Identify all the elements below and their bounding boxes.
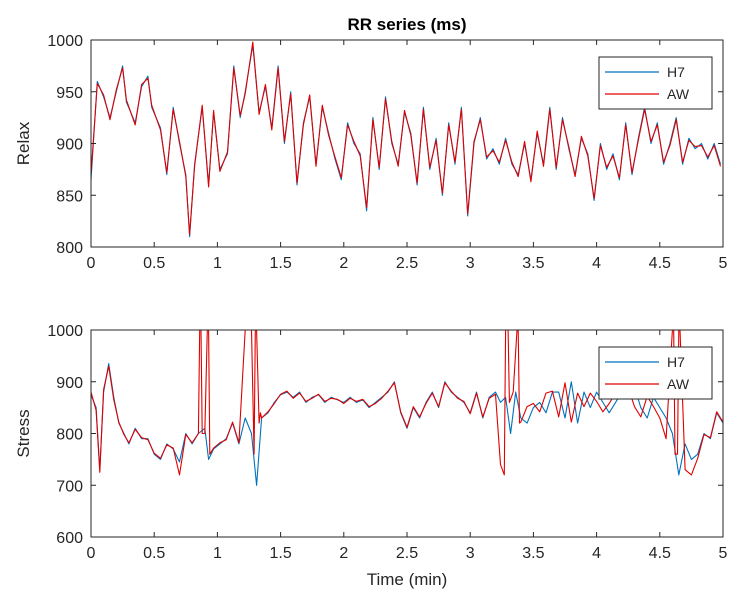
x-tick-label: 4 [592, 545, 601, 562]
y-tick-label: 800 [56, 427, 83, 444]
x-tick-label: 4.5 [649, 545, 671, 562]
legend-box [598, 346, 713, 400]
x-tick-label: 1 [213, 545, 222, 562]
x-tick-label: 2 [339, 545, 348, 562]
y-tick-label: 600 [56, 530, 83, 547]
x-tick-label: 1 [213, 255, 222, 272]
legend-label-aw: AW [667, 376, 690, 392]
y-axis-label: Relax [14, 121, 33, 165]
y-axis-label: Stress [14, 409, 33, 457]
legend: H7 AW [598, 346, 713, 400]
x-tick-label: 3 [466, 545, 475, 562]
x-tick-label: 3.5 [522, 255, 544, 272]
x-tick-label: 0 [87, 255, 96, 272]
y-tick-label: 900 [56, 375, 83, 392]
x-tick-label: 3.5 [522, 545, 544, 562]
stress-plot: 0 0.5 1 1.5 2 2.5 3 3.5 4 4.5 5 600 700 800 900 1000 Str… [14, 323, 728, 562]
x-tick-label: 1.5 [269, 255, 291, 272]
x-tick-label: 2.5 [396, 545, 418, 562]
x-tick-label: 4 [592, 255, 601, 272]
x-tick-label: 2 [339, 255, 348, 272]
y-tick-label: 850 [56, 188, 83, 205]
series-line-aw [91, 41, 722, 236]
y-tick-label: 950 [56, 85, 83, 102]
x-tick-label: 2.5 [396, 255, 418, 272]
x-tick-label: 0.5 [143, 545, 165, 562]
x-tick-label: 0.5 [143, 255, 165, 272]
figure-title: RR series (ms) [347, 15, 466, 34]
x-tick-label: 5 [719, 545, 728, 562]
x-tick-label: 1.5 [269, 545, 291, 562]
legend: H7 AW [598, 56, 713, 110]
y-tick-label: 700 [56, 478, 83, 495]
x-tick-label: 3 [466, 255, 475, 272]
legend-label-h7: H7 [667, 64, 685, 80]
y-tick-label: 900 [56, 137, 83, 154]
x-tick-label: 5 [719, 255, 728, 272]
legend-box [598, 56, 713, 110]
y-tick-label: 1000 [47, 33, 83, 50]
x-tick-label: 0 [87, 545, 96, 562]
x-axis-label: Time (min) [367, 570, 448, 589]
y-tick-label: 1000 [47, 323, 83, 340]
relax-plot: 0 0.5 1 1.5 2 2.5 3 3.5 4 4.5 5 800 850 900 950 1000 Rel… [14, 33, 728, 272]
legend-label-aw: AW [667, 86, 690, 102]
legend-label-h7: H7 [667, 354, 685, 370]
x-tick-label: 4.5 [649, 255, 671, 272]
y-tick-label: 800 [56, 240, 83, 257]
